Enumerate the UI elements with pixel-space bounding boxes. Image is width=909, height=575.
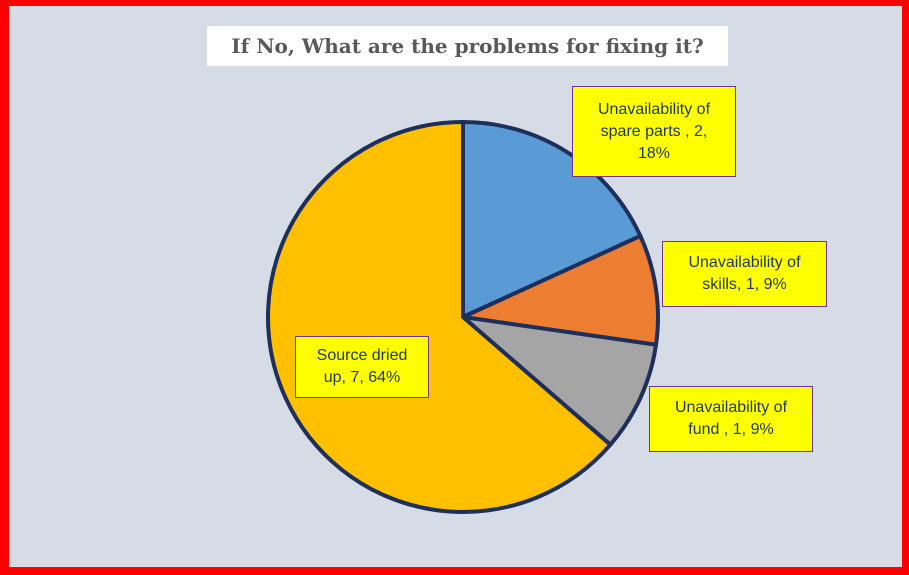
- data-label-spare-parts: Unavailability of spare parts , 2, 18%: [572, 86, 736, 177]
- data-label-skills: Unavailability of skills, 1, 9%: [662, 241, 827, 307]
- pie-slice-source-dried-up: [266, 120, 613, 514]
- pie-slice-fund: [461, 315, 659, 447]
- data-label-source-dried-up-line-2: up, 7, 64%: [323, 369, 401, 386]
- data-label-fund-line-1: Unavailability of: [674, 399, 788, 416]
- pie-slice-skills: [461, 233, 660, 347]
- data-label-fund: Unavailability of fund , 1, 9%: [649, 386, 813, 452]
- data-label-source-dried-up-line-1: Source dried: [316, 347, 408, 364]
- chart-title: If No, What are the problems for fixing …: [207, 26, 728, 66]
- data-label-spare-parts-line-3: 18%: [637, 144, 671, 162]
- data-label-skills-line-2: skills, 1, 9%: [702, 276, 787, 293]
- data-label-fund-line-2: fund , 1, 9%: [688, 421, 774, 438]
- data-label-skills-line-1: Unavailability of: [688, 254, 801, 271]
- data-label-source-dried-up: Source dried up, 7, 64%: [295, 336, 429, 398]
- pie-slice-spare-parts: [461, 120, 643, 319]
- data-label-spare-parts-line-2: spare parts , 2,: [600, 122, 708, 140]
- data-label-spare-parts-line-1: Unavailability of: [597, 100, 711, 118]
